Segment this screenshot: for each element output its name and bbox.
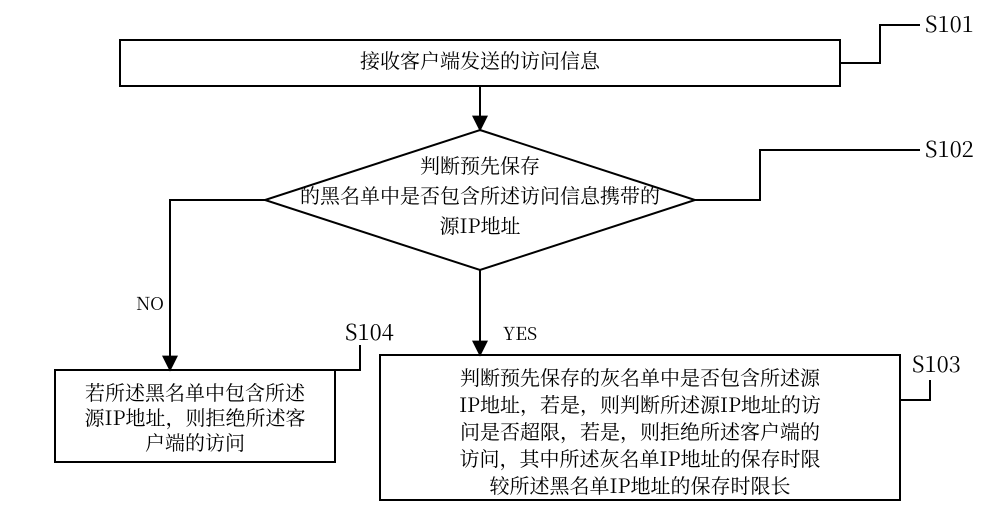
edge-no-label: NO: [136, 290, 164, 316]
edge-no: [170, 200, 265, 370]
step-label-s101: S101: [925, 8, 974, 39]
node-s103-text-4: 访问，其中所述灰名单IP地址的保存时限: [460, 443, 821, 472]
node-s104-text-3: 户端的访问: [145, 427, 245, 456]
leader-s103: [900, 380, 930, 400]
node-s103-text-2: IP地址，若是，则判断所述源IP地址的访: [459, 389, 821, 418]
step-label-s104: S104: [345, 316, 394, 347]
leader-s102: [695, 150, 920, 200]
node-s102-text-1: 判断预先保存: [420, 150, 540, 179]
step-label-s102: S102: [925, 133, 974, 164]
node-s103-text-1: 判断预先保存的灰名单中是否包含所述源: [460, 362, 821, 391]
step-label-s103: S103: [912, 348, 961, 379]
leader-s101: [840, 25, 920, 63]
node-s102-text-3: 源IP地址: [440, 210, 521, 239]
node-s101-text: 接收客户端发送的访问信息: [360, 45, 601, 74]
node-s103-text-5: 较所述黑名单IP地址的保存时限长: [490, 470, 791, 499]
leader-s104: [335, 345, 360, 370]
node-s103-text-3: 问是否超限，若是，则拒绝所述客户端的: [460, 416, 820, 445]
edge-yes-label: YES: [503, 320, 537, 346]
node-s102-text-2: 的黑名单中是否包含所述访问信息携带的: [300, 180, 660, 209]
